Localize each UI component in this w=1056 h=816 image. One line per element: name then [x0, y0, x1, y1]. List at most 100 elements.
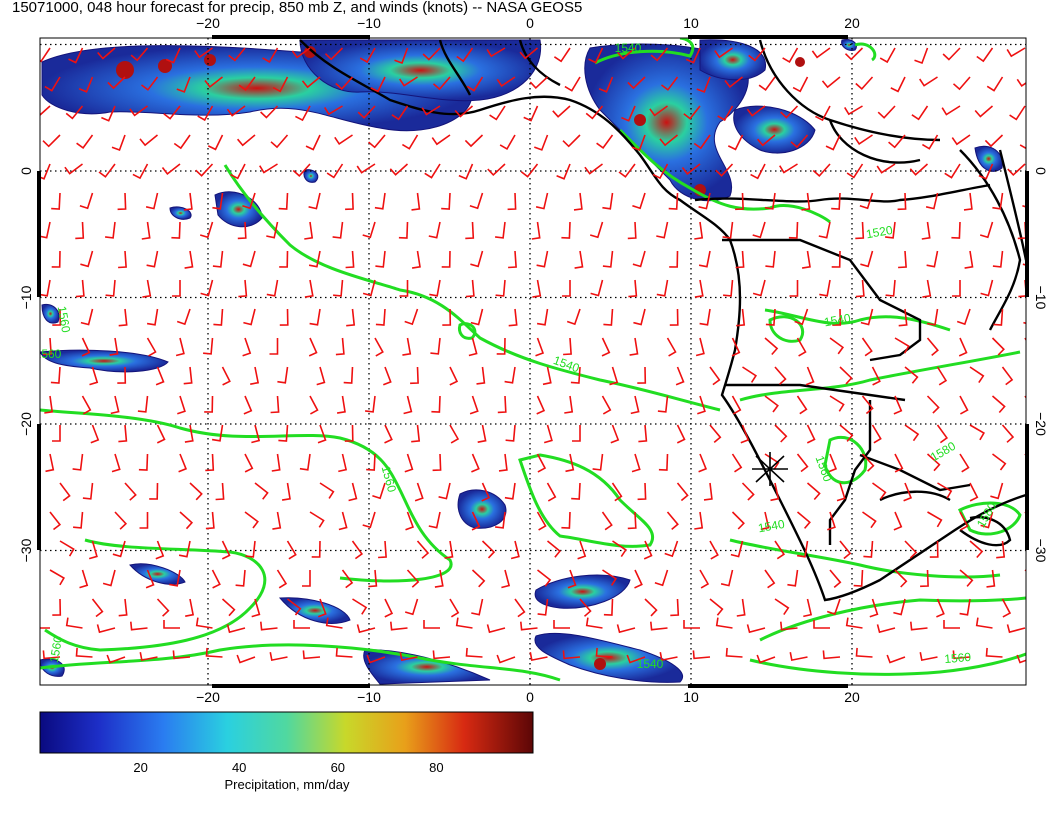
lat-tick-label-left: −30	[18, 538, 34, 562]
wind-barb	[926, 337, 939, 357]
wind-barb	[746, 105, 766, 117]
wind-barb	[107, 76, 126, 90]
wind-barb	[723, 279, 734, 297]
wind-barb	[736, 598, 746, 617]
contour-line	[729, 538, 1001, 579]
wind-barb	[406, 569, 420, 588]
wind-barb	[75, 647, 93, 658]
wind-barb	[969, 540, 984, 559]
lat-tick-label-left: 0	[18, 167, 34, 175]
wind-barb	[564, 76, 581, 92]
wind-barb	[287, 598, 302, 616]
wind-barb	[904, 424, 920, 442]
wind-barb	[828, 453, 838, 473]
wind-barb	[156, 598, 170, 617]
wind-barb	[302, 570, 311, 587]
frame-scale-bars	[37, 35, 1029, 688]
lon-tick-label-bottom: −10	[357, 689, 381, 705]
wind-barb	[203, 337, 214, 355]
colorbar-tick-label: 20	[133, 760, 147, 775]
wind-barb	[562, 280, 571, 297]
wind-barb	[259, 163, 278, 174]
wind-barb	[944, 163, 961, 179]
wind-barb	[952, 650, 971, 660]
wind-barb	[535, 337, 545, 357]
precip-core	[204, 54, 216, 66]
wind-barb	[601, 511, 613, 531]
wind-barb	[356, 624, 376, 634]
wind-barb	[80, 250, 94, 268]
wind-barb	[272, 511, 282, 530]
wind-barb	[78, 76, 94, 93]
wind-barb	[438, 482, 451, 500]
wind-barb	[471, 453, 480, 473]
wind-barb	[464, 134, 484, 148]
wind-barb	[352, 598, 368, 615]
wind-barb	[621, 105, 636, 122]
wind-barb	[584, 163, 603, 175]
wind-barb	[731, 395, 742, 415]
wind-barb	[567, 569, 577, 589]
wind-barb	[374, 192, 386, 210]
wind-barb	[925, 192, 939, 210]
wind-barb	[308, 192, 321, 210]
wind-barb	[1009, 105, 1026, 121]
wind-barb	[863, 540, 874, 558]
wind-barb	[356, 163, 376, 174]
wind-barb	[694, 279, 704, 298]
wind-barb	[161, 163, 181, 176]
wind-barb	[432, 650, 451, 660]
wind-barb	[422, 47, 441, 61]
wind-barb	[936, 366, 948, 386]
wind-barb	[470, 308, 484, 326]
wind-barb	[562, 650, 581, 660]
wind-barb	[806, 424, 816, 444]
wind-barb	[98, 163, 116, 178]
wind-barb	[236, 654, 256, 664]
wind-barb	[627, 511, 637, 530]
wind-barb	[338, 453, 348, 473]
lat-tick-label-left: −20	[18, 412, 34, 436]
wind-barb	[628, 279, 638, 298]
wind-barb	[398, 221, 409, 239]
wind-barb	[825, 134, 841, 151]
wind-barb	[486, 624, 506, 634]
wind-barb	[926, 250, 939, 268]
wind-barb	[68, 47, 84, 64]
wind-barb	[1007, 163, 1026, 177]
wind-barb	[389, 163, 409, 176]
colorbar-tick-label: 60	[331, 760, 345, 775]
wind-barb	[141, 76, 159, 91]
wind-barb	[638, 424, 648, 443]
wind-barb	[250, 366, 260, 385]
wind-barb	[872, 482, 887, 500]
wind-barb	[910, 621, 928, 631]
wind-barb	[243, 308, 256, 326]
wind-barb	[372, 482, 386, 500]
contour-line	[854, 42, 877, 62]
wind-barb	[627, 221, 637, 240]
wind-barb	[301, 76, 321, 89]
lon-tick-label-top: 20	[844, 15, 860, 31]
wind-barb	[794, 308, 809, 326]
wind-barb	[829, 395, 845, 412]
wind-barb	[163, 620, 180, 629]
wind-barb	[951, 134, 971, 146]
wind-barb	[270, 134, 289, 149]
contour-line	[44, 538, 267, 652]
wind-barb	[243, 395, 253, 415]
wind-barb	[195, 617, 213, 629]
precip-area	[363, 649, 491, 685]
wind-barb	[861, 453, 875, 472]
lat-tick-label-right: −30	[1033, 539, 1049, 563]
wind-barb	[211, 424, 224, 442]
wind-barb	[146, 308, 159, 326]
wind-barb	[501, 569, 511, 589]
wind-barb	[514, 598, 526, 618]
precip-area	[278, 597, 351, 624]
coastline	[959, 516, 1012, 547]
wind-barb	[827, 511, 836, 531]
wind-barb	[669, 308, 679, 326]
frame-bar	[37, 171, 41, 297]
wind-barb	[411, 424, 421, 443]
